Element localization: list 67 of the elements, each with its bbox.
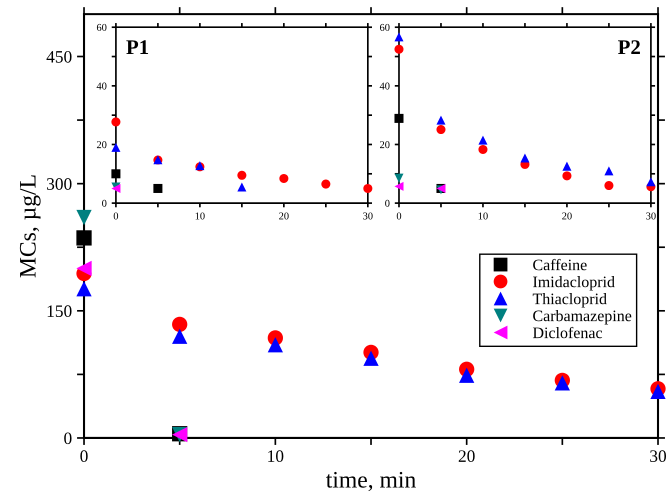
point xyxy=(554,375,570,391)
y-tick-label: 0 xyxy=(102,200,106,207)
legend-label: Carbamazepine xyxy=(533,310,632,324)
point xyxy=(172,316,188,332)
x-tick-label: 30 xyxy=(650,450,666,462)
legend-label: Caffeine xyxy=(533,258,587,270)
x-tick-label: 30 xyxy=(646,212,656,220)
x-tick-label: 0 xyxy=(114,212,118,220)
point xyxy=(604,166,614,176)
point xyxy=(321,180,330,189)
x-tick-label: 0 xyxy=(396,212,402,220)
y-tick-label: 40 xyxy=(380,82,390,90)
x-tick-label: 0 xyxy=(80,450,88,462)
point xyxy=(604,181,614,190)
legend-label: Imidacloprid xyxy=(533,276,615,291)
point xyxy=(394,182,404,191)
point xyxy=(268,337,283,352)
point xyxy=(478,144,488,154)
x-axis-title: time, min xyxy=(326,472,416,492)
point xyxy=(394,32,404,42)
point xyxy=(237,170,246,180)
point xyxy=(172,328,188,344)
chart-title: P1 xyxy=(126,40,148,54)
point xyxy=(394,174,404,183)
point xyxy=(76,281,92,296)
y-tick-label: 0 xyxy=(385,200,390,207)
legend-label: Thiacloprid xyxy=(532,293,607,308)
y-axis-title: MCs, µg/L xyxy=(20,175,41,278)
y-tick-label: 0 xyxy=(64,432,72,444)
x-tick-label: 20 xyxy=(458,450,475,462)
legend-label: Diclofenac xyxy=(532,326,602,338)
y-tick-label: 20 xyxy=(96,141,106,148)
y-tick-label: 40 xyxy=(96,82,106,90)
point xyxy=(562,162,572,171)
x-tick-label: 20 xyxy=(562,212,572,220)
x-tick-label: 20 xyxy=(279,212,289,220)
point xyxy=(562,171,572,180)
x-tick-label: 10 xyxy=(268,450,284,462)
point xyxy=(646,177,656,186)
y-tick-label: 60 xyxy=(96,24,106,31)
point xyxy=(478,136,488,145)
x-tick-label: 10 xyxy=(196,212,205,220)
point xyxy=(436,116,446,125)
point xyxy=(111,142,120,152)
point xyxy=(153,184,162,193)
chart-title: P2 xyxy=(618,40,640,54)
y-tick-label: 150 xyxy=(48,305,72,318)
y-tick-label: 20 xyxy=(380,141,390,148)
point xyxy=(111,117,120,126)
x-tick-label: 10 xyxy=(478,212,488,220)
point xyxy=(76,210,92,226)
point xyxy=(394,114,404,123)
point xyxy=(111,169,120,178)
point xyxy=(363,184,372,193)
y-tick-label: 60 xyxy=(380,24,390,31)
point xyxy=(279,174,288,183)
point xyxy=(436,125,446,134)
point xyxy=(363,350,379,366)
point xyxy=(394,44,404,54)
point xyxy=(459,368,474,383)
point xyxy=(76,230,92,246)
point xyxy=(237,182,246,192)
y-tick-label: 450 xyxy=(46,50,72,63)
x-tick-label: 30 xyxy=(363,212,373,220)
y-tick-label: 300 xyxy=(47,178,72,190)
point xyxy=(76,260,92,276)
point xyxy=(520,153,530,162)
